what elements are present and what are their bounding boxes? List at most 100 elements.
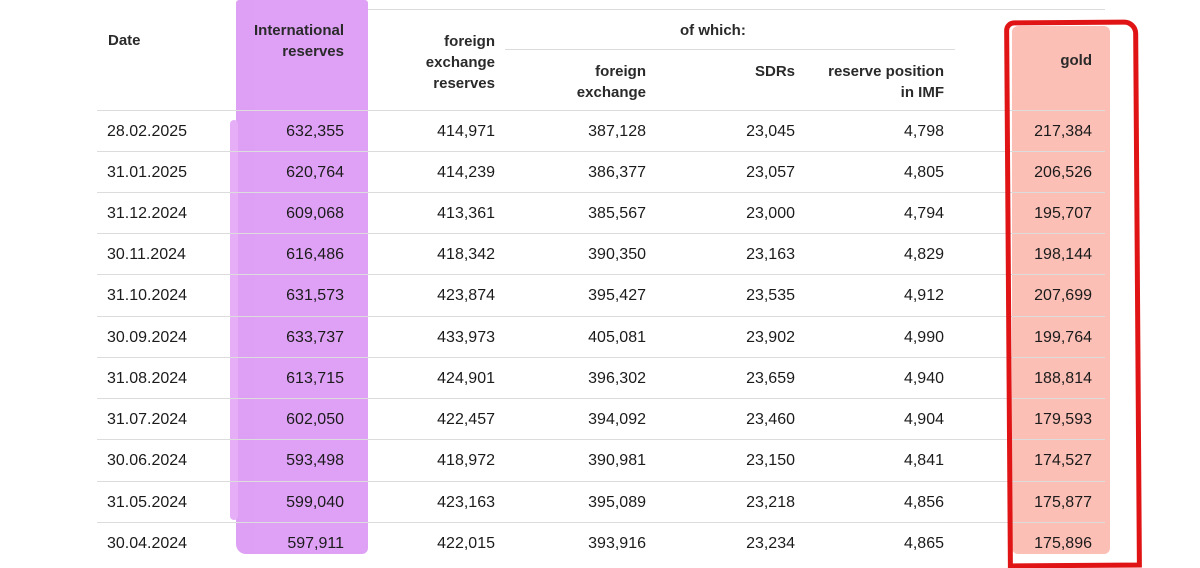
cell-gold: 198,144: [1034, 246, 1092, 263]
cell-foreign-exchange: 390,350: [588, 246, 646, 263]
cell-reserve-position: 4,856: [903, 494, 944, 511]
cell-reserve-position: 4,829: [903, 246, 944, 263]
cell-reserve-position: 4,794: [903, 205, 944, 222]
cell-fx-reserves: 424,901: [437, 370, 495, 387]
cell-foreign-exchange: 396,302: [588, 370, 646, 387]
cell-fx-reserves: 423,874: [437, 287, 495, 304]
cell-foreign-exchange: 393,916: [588, 535, 646, 552]
cell-fx-reserves: 418,972: [437, 452, 495, 469]
cell-foreign-exchange: 395,089: [588, 494, 646, 511]
header-gold: gold: [1060, 52, 1092, 69]
cell-date: 30.06.2024: [107, 452, 188, 469]
cell-gold: 199,764: [1034, 329, 1092, 346]
cell-reserve-position: 4,912: [903, 287, 944, 304]
cell-fx-reserves: 433,973: [437, 329, 495, 346]
header-foreign-exchange: foreign exchange: [576, 63, 646, 101]
cell-date: 31.07.2024: [107, 411, 188, 428]
cell-gold: 175,896: [1034, 535, 1092, 552]
cell-sdrs: 23,218: [746, 494, 795, 511]
cell-foreign-exchange: 385,567: [588, 205, 646, 222]
cell-sdrs: 23,045: [746, 123, 795, 140]
cell-international: 593,498: [286, 452, 344, 469]
cell-sdrs: 23,000: [746, 205, 795, 222]
table-row: 30.09.2024 633,737 433,973 405,081 23,90…: [97, 316, 1105, 358]
cell-sdrs: 23,234: [746, 535, 795, 552]
cell-gold: 207,699: [1034, 287, 1092, 304]
cell-date: 31.05.2024: [107, 494, 188, 511]
cell-fx-reserves: 414,971: [437, 123, 495, 140]
table-row: 31.05.2024 599,040 423,163 395,089 23,21…: [97, 481, 1105, 523]
header-fx-reserves: foreign exchange reserves: [425, 33, 495, 92]
cell-sdrs: 23,163: [746, 246, 795, 263]
cell-gold: 175,877: [1034, 494, 1092, 511]
cell-gold: 217,384: [1034, 123, 1092, 140]
cell-international: 602,050: [286, 411, 344, 428]
table-row: 31.10.2024 631,573 423,874 395,427 23,53…: [97, 274, 1105, 316]
cell-fx-reserves: 418,342: [437, 246, 495, 263]
cell-international: 620,764: [286, 164, 344, 181]
cell-foreign-exchange: 390,981: [588, 452, 646, 469]
cell-reserve-position: 4,805: [903, 164, 944, 181]
cell-international: 599,040: [286, 494, 344, 511]
table-row: 30.11.2024 616,486 418,342 390,350 23,16…: [97, 233, 1105, 275]
table-row: 30.06.2024 593,498 418,972 390,981 23,15…: [97, 439, 1105, 481]
table-row: 31.12.2024 609,068 413,361 385,567 23,00…: [97, 192, 1105, 234]
cell-gold: 174,527: [1034, 452, 1092, 469]
cell-sdrs: 23,460: [746, 411, 795, 428]
cell-date: 30.11.2024: [107, 246, 186, 263]
gold-column-red-outline: [1004, 19, 1142, 568]
cell-date: 28.02.2025: [107, 123, 188, 140]
of-which-rule: [505, 49, 955, 50]
cell-sdrs: 23,057: [746, 164, 795, 181]
table-row: 31.08.2024 613,715 424,901 396,302 23,65…: [97, 357, 1105, 399]
header-sdrs: SDRs: [754, 63, 795, 80]
cell-reserve-position: 4,798: [903, 123, 944, 140]
cell-foreign-exchange: 395,427: [588, 287, 646, 304]
cell-foreign-exchange: 405,081: [588, 329, 646, 346]
cell-reserve-position: 4,940: [903, 370, 944, 387]
cell-reserve-position: 4,904: [903, 411, 944, 428]
cell-gold: 206,526: [1034, 164, 1092, 181]
cell-gold: 195,707: [1034, 205, 1092, 222]
cell-gold: 179,593: [1034, 411, 1092, 428]
salmon-highlight-gold: [1012, 26, 1110, 554]
cell-sdrs: 23,150: [746, 452, 795, 469]
cell-sdrs: 23,902: [746, 329, 795, 346]
cell-date: 31.01.2025: [107, 164, 188, 181]
purple-highlight-international: [230, 0, 368, 554]
table-row: 30.04.2024 597,911 422,015 393,916 23,23…: [97, 522, 1105, 564]
cell-foreign-exchange: 387,128: [588, 123, 646, 140]
cell-fx-reserves: 423,163: [437, 494, 495, 511]
cell-gold: 188,814: [1034, 370, 1092, 387]
header-reserve-position: reserve position in IMF: [828, 63, 944, 101]
cell-foreign-exchange: 394,092: [588, 411, 646, 428]
cell-reserve-position: 4,841: [903, 452, 944, 469]
header-date: Date: [108, 32, 141, 49]
cell-foreign-exchange: 386,377: [588, 164, 646, 181]
cell-date: 30.09.2024: [107, 329, 188, 346]
cell-fx-reserves: 414,239: [437, 164, 495, 181]
cell-sdrs: 23,659: [746, 370, 795, 387]
top-rule: [368, 9, 1105, 10]
cell-reserve-position: 4,865: [903, 535, 944, 552]
cell-international: 616,486: [286, 246, 344, 263]
cell-international: 597,911: [287, 535, 344, 552]
cell-date: 30.04.2024: [107, 535, 188, 552]
header-of-which: of which:: [680, 22, 746, 39]
cell-date: 31.08.2024: [107, 370, 188, 387]
cell-international: 613,715: [286, 370, 344, 387]
cell-international: 631,573: [286, 287, 344, 304]
cell-international: 609,068: [286, 205, 344, 222]
table-row: 31.01.2025 620,764 414,239 386,377 23,05…: [97, 151, 1105, 193]
cell-fx-reserves: 422,457: [437, 411, 495, 428]
cell-fx-reserves: 413,361: [437, 205, 495, 222]
cell-date: 31.12.2024: [107, 205, 188, 222]
table-row: 28.02.2025 632,355 414,971 387,128 23,04…: [97, 110, 1105, 152]
cell-international: 632,355: [286, 123, 344, 140]
cell-date: 31.10.2024: [107, 287, 188, 304]
cell-reserve-position: 4,990: [903, 329, 944, 346]
cell-sdrs: 23,535: [746, 287, 795, 304]
cell-international: 633,737: [286, 329, 344, 346]
header-international-reserves: International reserves: [253, 22, 344, 60]
cell-fx-reserves: 422,015: [437, 535, 495, 552]
